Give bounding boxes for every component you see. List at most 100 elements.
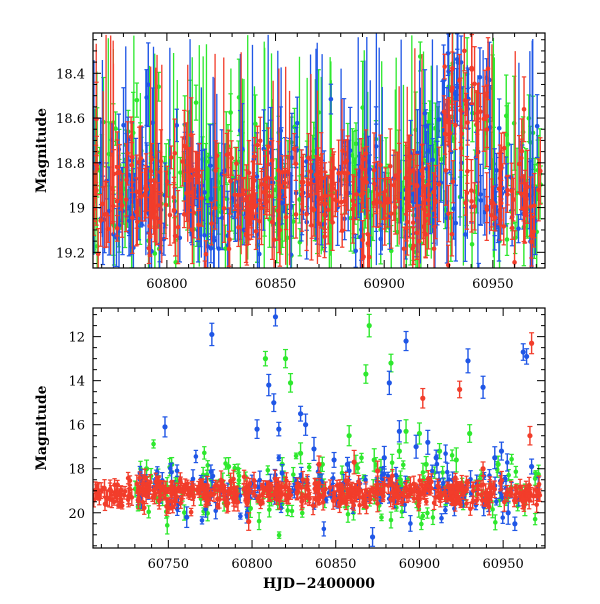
point-blue <box>446 51 451 56</box>
outlier-point-green <box>298 451 303 456</box>
point-blue <box>535 124 540 129</box>
point-red <box>442 64 447 69</box>
outlier-point-green <box>403 429 408 434</box>
outlier-point-green <box>424 462 429 467</box>
point-red <box>129 134 134 139</box>
point-red <box>525 185 530 190</box>
point-red <box>360 238 365 243</box>
point-red <box>100 202 105 207</box>
point-red <box>144 184 149 189</box>
point-red <box>394 173 399 178</box>
point-red <box>415 184 420 189</box>
outlier-point-green <box>437 449 442 454</box>
point-red <box>485 114 490 119</box>
point-green <box>182 510 187 515</box>
x-tick-label: 60900 <box>364 277 405 292</box>
point-green <box>379 515 384 520</box>
point-red <box>165 179 170 184</box>
point-red <box>359 193 364 198</box>
point-red <box>451 179 456 184</box>
point-red <box>258 138 263 143</box>
y-tick-label: 19.2 <box>56 246 85 261</box>
point-blue <box>295 121 300 126</box>
point-red <box>203 283 208 288</box>
point-red <box>168 213 173 218</box>
point-blue <box>348 148 353 153</box>
y-axis-label: Magnitude <box>34 108 50 193</box>
point-red <box>411 220 416 225</box>
point-red <box>233 193 238 198</box>
point-green <box>514 469 519 474</box>
point-red <box>234 161 239 166</box>
point-blue <box>445 470 450 475</box>
point-green <box>431 515 436 520</box>
point-red <box>171 195 176 200</box>
point-red <box>411 243 416 248</box>
point-red <box>449 88 454 93</box>
point-red <box>247 171 252 176</box>
outlier-point-green <box>397 449 402 454</box>
outlier-point-green <box>467 431 472 436</box>
point-blue <box>516 226 521 231</box>
point-red <box>300 192 305 197</box>
outlier-point-green <box>372 457 377 462</box>
point-red <box>199 196 204 201</box>
point-red <box>381 203 386 208</box>
y-tick-label: 18.8 <box>56 157 85 172</box>
point-red <box>135 189 140 194</box>
y-tick-label: 18.4 <box>56 67 85 82</box>
point-green <box>151 442 156 447</box>
point-green <box>202 451 207 456</box>
point-blue <box>213 295 218 300</box>
point-red <box>510 226 515 231</box>
point-red <box>258 198 263 203</box>
point-blue <box>500 515 505 520</box>
point-red <box>538 169 543 174</box>
point-green <box>277 533 282 538</box>
point-green <box>165 523 170 528</box>
outlier-point-green <box>347 433 352 438</box>
point-red <box>459 131 464 136</box>
point-red <box>191 210 196 215</box>
point-red <box>465 169 470 174</box>
outlier-point-green <box>363 371 368 376</box>
point-red <box>465 120 470 125</box>
point-blue <box>363 478 368 483</box>
point-green <box>266 468 271 473</box>
point-red <box>389 211 394 216</box>
point-red <box>374 198 379 203</box>
point-red <box>95 166 100 171</box>
point-red <box>182 144 187 149</box>
point-red <box>437 182 442 187</box>
point-red <box>246 213 251 218</box>
point-red <box>354 192 359 197</box>
outlier-point-green <box>367 323 372 328</box>
point-red <box>426 198 431 203</box>
point-red <box>169 155 174 160</box>
point-red <box>465 191 470 196</box>
point-red <box>323 194 328 199</box>
point-red <box>405 220 410 225</box>
point-red <box>372 168 377 173</box>
point-red <box>308 193 313 198</box>
point-red <box>194 166 199 171</box>
point-green <box>419 522 424 527</box>
point-red <box>509 189 514 194</box>
point-blue <box>168 466 173 471</box>
point-green <box>390 460 395 465</box>
point-blue <box>439 516 444 521</box>
point-red <box>176 225 181 230</box>
point-blue <box>202 190 207 195</box>
point-green <box>505 237 510 242</box>
point-red <box>462 49 467 54</box>
point-blue <box>452 506 457 511</box>
point-red <box>254 229 259 234</box>
point-red <box>502 146 507 151</box>
point-red <box>227 247 232 252</box>
point-blue <box>200 518 205 523</box>
point-green <box>285 508 290 513</box>
point-red <box>448 131 453 136</box>
